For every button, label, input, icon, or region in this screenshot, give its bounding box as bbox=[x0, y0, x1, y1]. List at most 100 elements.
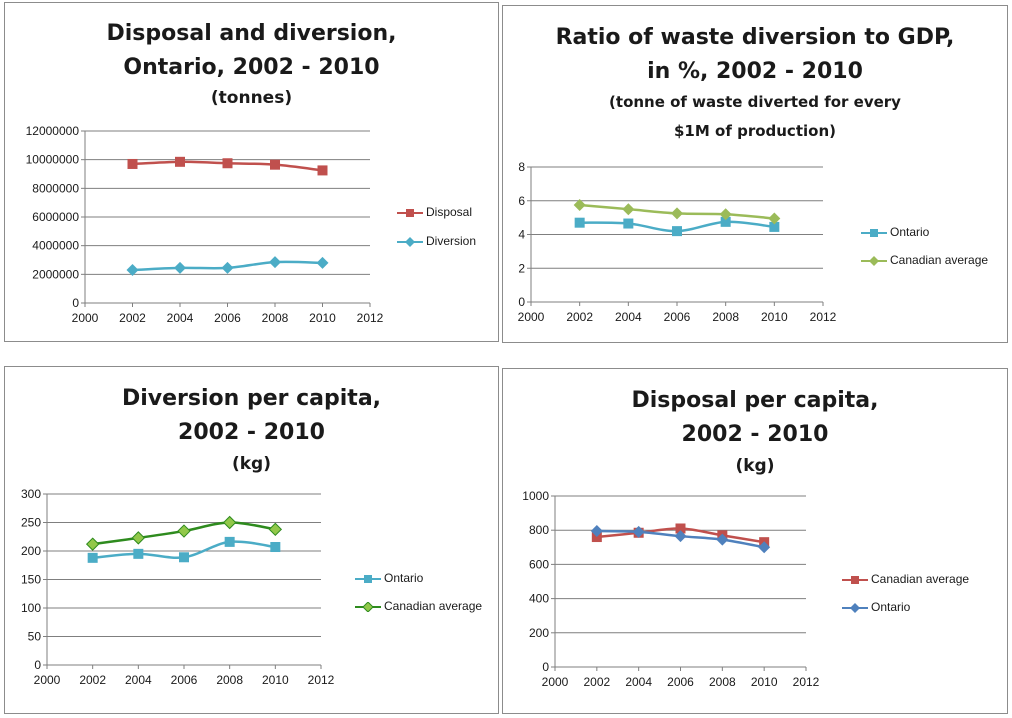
chart-subtitle-line-1: (kg) bbox=[231, 454, 271, 474]
data-point bbox=[177, 524, 191, 538]
x-tick-label: 2006 bbox=[664, 310, 691, 324]
x-tick-label: 2006 bbox=[214, 311, 241, 325]
x-tick-label: 2002 bbox=[566, 310, 593, 324]
data-point bbox=[590, 525, 603, 538]
chart-panel-disposal-diversion: Disposal and diversion, Ontario, 2002 - … bbox=[4, 2, 499, 342]
legend-label: Ontario bbox=[871, 600, 911, 614]
data-point bbox=[317, 165, 328, 176]
data-point bbox=[270, 159, 280, 170]
y-tick-label: 100 bbox=[21, 601, 41, 615]
chart-title-line-2: in %, 2002 - 2010 bbox=[647, 59, 863, 84]
legend-label: Canadian average bbox=[871, 572, 970, 586]
chart-panel-diversion-gdp-ratio: Ratio of waste diversion to GDP, in %, 2… bbox=[502, 5, 1008, 343]
legend-label: Disposal bbox=[426, 205, 473, 219]
data-point bbox=[131, 531, 146, 545]
data-point bbox=[222, 158, 233, 169]
x-tick-label: 2010 bbox=[761, 310, 788, 324]
chart-plot: 0 2 4 6 8 2000 2002 2004 2006 2008 2010 2012 bbox=[518, 160, 837, 324]
x-tick-label: 2002 bbox=[79, 673, 106, 687]
y-tick-label: 400 bbox=[529, 592, 549, 606]
legend-marker-square-icon bbox=[355, 574, 381, 583]
chart-title-line-2: 2002 - 2010 bbox=[178, 420, 325, 445]
data-point bbox=[269, 256, 281, 269]
x-tick-label: 2002 bbox=[583, 675, 610, 689]
legend-item-ontario: Ontario bbox=[355, 571, 423, 585]
legend-marker-diamond-icon bbox=[861, 255, 887, 266]
y-tick-label: 6000000 bbox=[32, 210, 79, 224]
chart-title-line-1: Disposal and diversion, bbox=[106, 21, 397, 46]
chart-plot: 0 2000000 4000000 6000000 8000000 10000000 120… bbox=[26, 124, 384, 325]
x-tick-label: 2010 bbox=[309, 311, 336, 325]
y-tick-label: 1000 bbox=[522, 489, 549, 503]
chart-subtitle-line-1: (kg) bbox=[735, 456, 775, 476]
x-tick-label: 2002 bbox=[119, 311, 146, 325]
x-tick-label: 2008 bbox=[216, 673, 243, 687]
x-tick-label: 2012 bbox=[810, 310, 837, 324]
data-point bbox=[221, 261, 234, 274]
data-point bbox=[768, 212, 781, 225]
x-tick-label: 2004 bbox=[125, 673, 152, 687]
chart-title-line-1: Diversion per capita, bbox=[121, 386, 382, 411]
data-point bbox=[573, 198, 586, 211]
legend-marker-diamond-icon bbox=[355, 601, 381, 613]
legend-marker-square-icon bbox=[861, 228, 887, 237]
legend-label: Ontario bbox=[890, 225, 930, 239]
legend-label: Canadian average bbox=[384, 599, 483, 613]
legend-item-canadian-average: Canadian average bbox=[861, 253, 988, 267]
data-point bbox=[758, 541, 771, 554]
data-point bbox=[672, 226, 682, 237]
chart-title-line-1: Disposal per capita, bbox=[631, 388, 879, 413]
data-point bbox=[87, 552, 98, 563]
x-tick-label: 2000 bbox=[542, 675, 569, 689]
data-point bbox=[270, 542, 281, 553]
y-tick-label: 4 bbox=[518, 228, 525, 242]
data-point bbox=[769, 221, 780, 232]
data-point bbox=[719, 208, 732, 221]
data-point bbox=[716, 533, 729, 546]
x-tick-label: 2004 bbox=[625, 675, 652, 689]
y-tick-label: 600 bbox=[529, 557, 549, 571]
data-point bbox=[671, 207, 683, 220]
x-tick-label: 2008 bbox=[712, 310, 739, 324]
data-point bbox=[127, 158, 138, 169]
chart-subtitle-line-1: (tonne of waste diverted for every bbox=[609, 93, 901, 111]
data-point bbox=[623, 218, 634, 229]
y-tick-label: 6 bbox=[518, 194, 525, 208]
y-tick-label: 150 bbox=[21, 573, 41, 587]
data-point bbox=[174, 261, 186, 274]
y-tick-label: 0 bbox=[518, 295, 525, 309]
data-point bbox=[222, 515, 237, 530]
y-tick-label: 0 bbox=[542, 660, 549, 674]
y-tick-label: 0 bbox=[72, 296, 79, 310]
data-point bbox=[224, 536, 235, 547]
data-point bbox=[622, 203, 635, 216]
x-tick-label: 2006 bbox=[171, 673, 198, 687]
data-point bbox=[632, 525, 645, 538]
x-tick-label: 2012 bbox=[793, 675, 820, 689]
data-point bbox=[85, 537, 100, 551]
x-tick-label: 2000 bbox=[34, 673, 61, 687]
data-point bbox=[720, 216, 731, 227]
legend-label: Canadian average bbox=[890, 253, 989, 267]
x-tick-label: 2008 bbox=[709, 675, 736, 689]
legend-item-ontario: Ontario bbox=[842, 600, 910, 614]
data-point bbox=[316, 256, 329, 269]
x-tick-label: 2000 bbox=[518, 310, 545, 324]
x-tick-label: 2004 bbox=[615, 310, 642, 324]
y-tick-label: 50 bbox=[28, 630, 42, 644]
data-point bbox=[268, 522, 283, 537]
chart-plot: 0 200 400 600 800 1000 2000 2002 2004 2006 2008 201… bbox=[522, 489, 820, 689]
y-tick-label: 2 bbox=[518, 261, 525, 275]
legend-marker-square-icon bbox=[397, 208, 423, 217]
data-point bbox=[175, 156, 185, 167]
data-point bbox=[674, 530, 687, 543]
y-tick-label: 10000000 bbox=[26, 153, 80, 167]
x-tick-label: 2010 bbox=[262, 673, 289, 687]
y-tick-label: 12000000 bbox=[26, 124, 80, 138]
data-point bbox=[133, 548, 144, 559]
chart-plot: 0 50 100 150 200 250 300 2000 2002 2004 2006 2008 20… bbox=[21, 487, 335, 687]
x-tick-label: 2012 bbox=[357, 311, 384, 325]
legend-marker-diamond-icon bbox=[842, 602, 868, 613]
x-tick-label: 2012 bbox=[308, 673, 335, 687]
y-tick-label: 200 bbox=[21, 544, 41, 558]
